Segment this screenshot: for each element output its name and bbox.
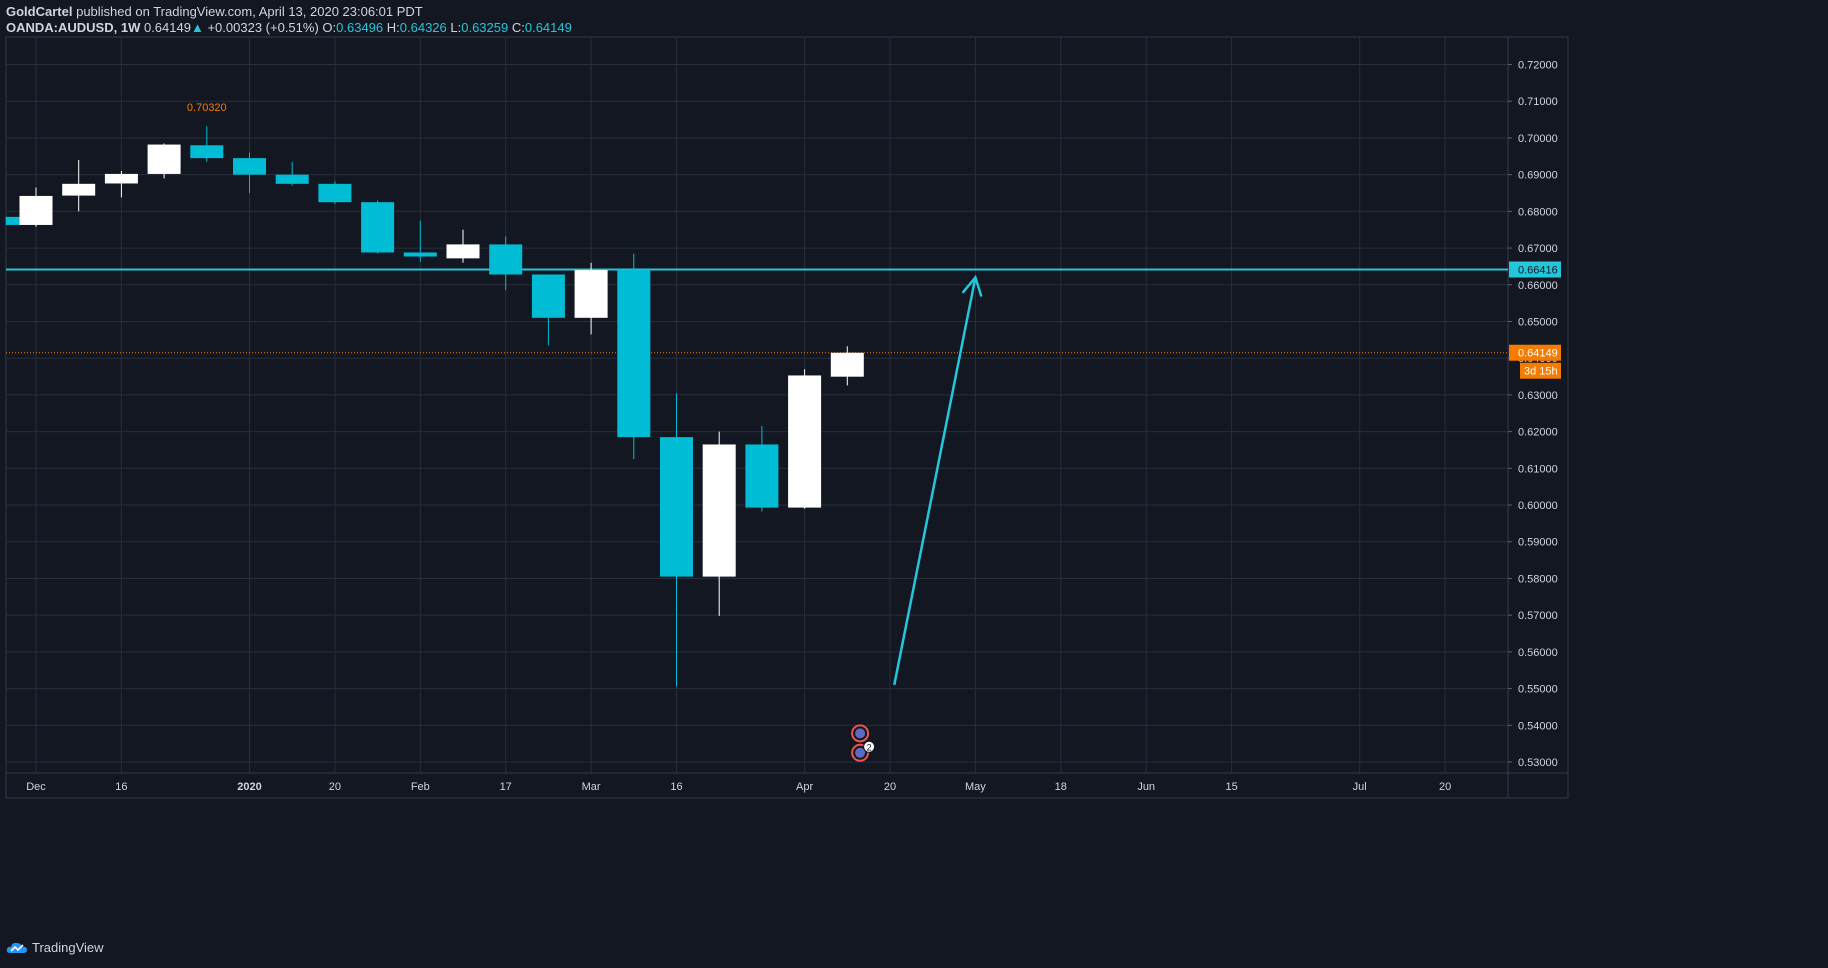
x-tick-label: Jun: [1137, 781, 1155, 793]
y-tick-label: 0.67000: [1518, 243, 1558, 255]
candle-body[interactable]: [233, 158, 266, 175]
x-tick-label: 2020: [237, 781, 261, 793]
published-text: published on TradingView.com, April 13, …: [76, 4, 423, 19]
candle-body[interactable]: [702, 444, 736, 577]
countdown-label: 3d 15h: [1524, 366, 1558, 378]
event-count-badge: [863, 740, 876, 753]
candle-body[interactable]: [574, 270, 608, 318]
close-label: C:: [511, 20, 525, 35]
horizontal-level-badge: [1509, 261, 1561, 278]
candle-body[interactable]: [788, 375, 822, 508]
author-name[interactable]: GoldCartel: [6, 4, 73, 19]
candle-body[interactable]: [617, 269, 651, 438]
y-tick-label: 0.65000: [1518, 316, 1558, 328]
countdown-badge: [1520, 362, 1561, 379]
last-price-badge: [1509, 344, 1561, 361]
event-count-label: 2: [867, 742, 872, 752]
us-flag-icon-fill: [855, 747, 866, 758]
y-tick-label: 0.61000: [1518, 463, 1558, 475]
chart-frame: [5, 36, 1569, 799]
trend-arrow-line[interactable]: [893, 277, 977, 686]
y-tick-label: 0.56000: [1518, 647, 1558, 659]
y-tick-label: 0.59000: [1518, 537, 1558, 549]
candle-body[interactable]: [6, 216, 23, 225]
y-tick-label: 0.53000: [1518, 757, 1558, 769]
candle-body[interactable]: [190, 145, 224, 159]
low-label: L:: [450, 20, 462, 35]
candle-body[interactable]: [403, 252, 437, 257]
symbol-name: OANDA:AUDUSD,: [6, 20, 118, 35]
candle-body[interactable]: [147, 144, 181, 174]
y-tick-label: 0.68000: [1518, 206, 1558, 218]
close-value: 0.64149: [524, 20, 572, 35]
y-tick-label: 0.57000: [1518, 610, 1558, 622]
candle-body[interactable]: [19, 195, 53, 225]
footer-brand[interactable]: TradingView: [6, 940, 104, 955]
y-tick-label: 0.69000: [1518, 170, 1558, 182]
x-tick-label: May: [965, 781, 986, 793]
change-text: +0.00323 (+0.51%): [207, 20, 319, 35]
footer-brand-label: TradingView: [32, 940, 104, 955]
interval-label: 1W: [120, 20, 141, 35]
candle-body[interactable]: [745, 444, 779, 508]
y-tick-label: 0.63000: [1518, 390, 1558, 402]
x-tick-label: 18: [1055, 781, 1067, 793]
y-tick-label: 0.55000: [1518, 684, 1558, 696]
candle-body[interactable]: [104, 173, 138, 184]
y-tick-label: 0.60000: [1518, 500, 1558, 512]
y-tick-label: 0.54000: [1518, 720, 1558, 732]
publish-info: GoldCartel published on TradingView.com,…: [6, 4, 572, 20]
chart-header: GoldCartel published on TradingView.com,…: [6, 4, 572, 36]
horizontal-level-label: 0.66416: [1518, 265, 1558, 277]
open-value: 0.63496: [336, 20, 384, 35]
x-tick-label: 15: [1225, 781, 1237, 793]
trend-arrow-head: [961, 274, 983, 297]
x-tick-label: 20: [884, 781, 896, 793]
open-label: O:: [322, 20, 337, 35]
last-price-text: 0.64149: [143, 20, 191, 35]
high-value: 0.64326: [399, 20, 447, 35]
x-tick-label: 16: [115, 781, 127, 793]
candle-body[interactable]: [318, 183, 352, 203]
x-tick-label: Mar: [582, 781, 601, 793]
candle-body[interactable]: [660, 437, 693, 577]
candle-body[interactable]: [62, 183, 96, 196]
x-tick-label: Dec: [26, 781, 46, 793]
candle-body[interactable]: [275, 174, 309, 184]
x-tick-label: 20: [1439, 781, 1451, 793]
candle-body[interactable]: [830, 352, 864, 377]
x-tick-label: Jul: [1353, 781, 1367, 793]
low-value: 0.63259: [461, 20, 509, 35]
australia-flag-icon-fill: [855, 728, 866, 739]
high-label: H:: [386, 20, 400, 35]
candle-body[interactable]: [446, 244, 480, 259]
x-tick-label: 16: [670, 781, 682, 793]
x-tick-label: Apr: [796, 781, 813, 793]
y-tick-label: 0.62000: [1518, 427, 1558, 439]
y-tick-label: 0.58000: [1518, 573, 1558, 585]
candle-body[interactable]: [361, 202, 395, 253]
y-tick-label: 0.66000: [1518, 280, 1558, 292]
candle-body[interactable]: [489, 244, 523, 275]
symbol-info: OANDA:AUDUSD, 1W 0.64149▲ +0.00323 (+0.5…: [6, 20, 572, 36]
y-tick-label: 0.72000: [1518, 60, 1558, 72]
last-price-label: 0.64149: [1518, 348, 1558, 360]
x-tick-label: 17: [500, 781, 512, 793]
candle-body[interactable]: [531, 274, 565, 318]
change-arrow-icon: ▲: [190, 20, 204, 35]
tradingview-cloud-icon: [6, 942, 28, 953]
high-price-annotation: 0.70320: [187, 102, 227, 114]
y-tick-label: 0.71000: [1518, 96, 1558, 108]
y-tick-label: 0.70000: [1518, 133, 1558, 145]
x-tick-label: 20: [329, 781, 341, 793]
x-tick-label: Feb: [411, 781, 430, 793]
